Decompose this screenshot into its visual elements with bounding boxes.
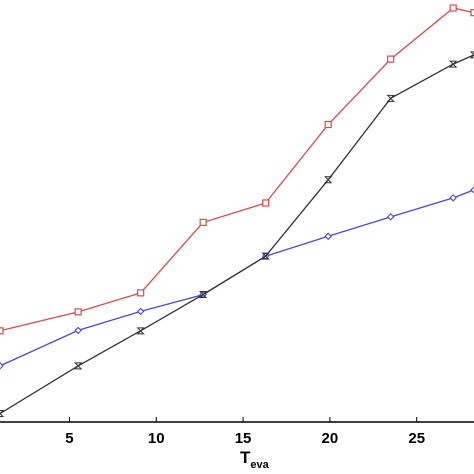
series-1-point <box>137 289 145 297</box>
series-2-point <box>386 213 395 221</box>
series-1-point <box>0 327 4 335</box>
series-3-point <box>469 51 474 59</box>
series-3-point <box>136 327 145 335</box>
x-axis-label-sub: eva <box>250 459 269 471</box>
x-ticks: 5 10 15 20 25 <box>65 417 425 447</box>
x-tick-label: 25 <box>408 430 425 447</box>
series-2-point <box>74 326 82 335</box>
series-2-point <box>324 232 332 241</box>
series-1-point <box>324 120 332 129</box>
series-2-point <box>136 307 145 316</box>
x-tick-label: 20 <box>322 430 339 447</box>
x-tick-label: 15 <box>235 430 252 447</box>
series-3-point <box>386 94 395 102</box>
series-2-point <box>449 194 457 202</box>
series-group <box>0 4 474 418</box>
series-1-point <box>262 199 270 207</box>
series-3-point <box>0 410 5 418</box>
series-3-point <box>448 60 458 68</box>
x-tick-label: 10 <box>148 430 165 447</box>
series-1-point <box>470 9 474 17</box>
series-1-point <box>387 55 395 63</box>
series-3-point <box>73 362 83 370</box>
series-1-point <box>199 218 207 226</box>
series-1-point <box>74 308 82 316</box>
series-1 <box>0 4 474 335</box>
series-1-point <box>449 4 457 12</box>
plot-area <box>0 0 474 422</box>
series-3-point <box>261 252 270 260</box>
series-2-point <box>0 362 4 370</box>
x-tick-label: 5 <box>65 430 73 447</box>
series-3 <box>0 51 474 418</box>
series-2-point <box>470 186 474 194</box>
x-axis-label-main: T <box>240 448 251 467</box>
x-axis-label: Teva <box>240 448 270 471</box>
series-3-point <box>198 291 208 299</box>
series-3-point <box>323 176 333 184</box>
